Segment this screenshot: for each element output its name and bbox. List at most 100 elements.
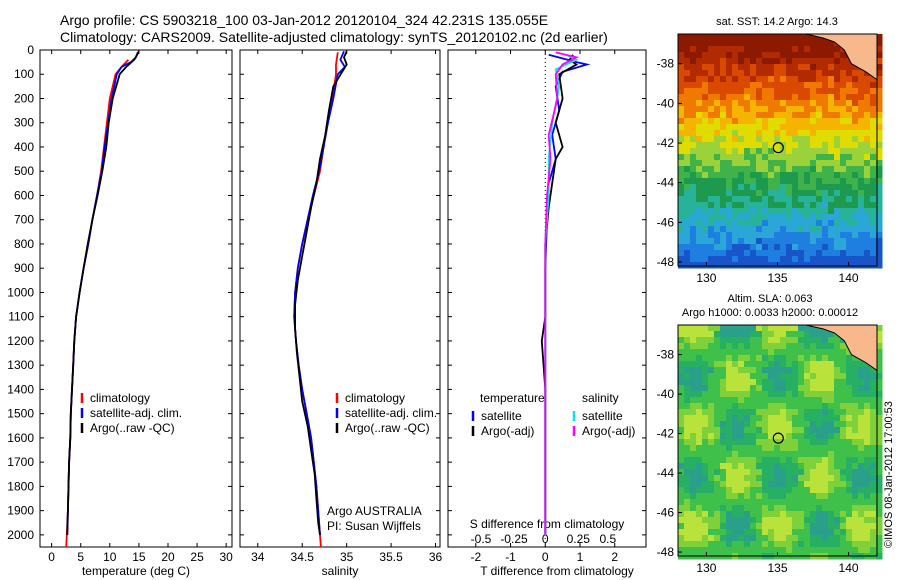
sla_map-cell (744, 325, 751, 332)
sla_map-cell (858, 433, 865, 440)
sla_map-cell (834, 517, 841, 524)
sla_map-cell (852, 493, 859, 500)
sst_map-cell (708, 202, 715, 209)
sla_map-cell (804, 337, 811, 344)
sla_map-cell (876, 511, 883, 518)
sst_map-cell (690, 112, 697, 119)
sst_map-cell (750, 88, 757, 95)
sla_map-cell (768, 523, 775, 530)
sla_map-cell (822, 439, 829, 446)
sst_map-cell (678, 190, 685, 197)
sst_map-cell (720, 40, 727, 47)
sla_map-cell (786, 409, 793, 416)
sla_map-cell (762, 397, 769, 404)
sst_map-cell (780, 106, 787, 113)
sla_map-cell (876, 337, 883, 344)
sst_map-cell (714, 82, 721, 89)
sla_map-cell (702, 493, 709, 500)
sla_map-cell (732, 385, 739, 392)
depth-tick-label: 1600 (7, 431, 34, 445)
sst_map-cell (876, 238, 883, 245)
sst_map-cell (762, 94, 769, 101)
sla_map-cell (846, 439, 853, 446)
depth-tick-label: 1000 (7, 285, 34, 299)
sla_map-cell (750, 487, 757, 494)
sst_map-cell (744, 238, 751, 245)
sla_map-cell (804, 523, 811, 530)
sst_map-cell (738, 250, 745, 257)
sst_map-cell (828, 64, 835, 71)
sla_map-cell (684, 409, 691, 416)
sla_map-cell (714, 469, 721, 476)
sla_map-cell (708, 487, 715, 494)
sst_map-cell (696, 232, 703, 239)
sst_map-cell (684, 196, 691, 203)
sst_map-cell (828, 190, 835, 197)
sst_map-cell (708, 46, 715, 53)
sla_map-cell (846, 547, 853, 554)
sst_map-cell (702, 124, 709, 131)
sla_map-cell (864, 529, 871, 536)
sla_map-cell (876, 463, 883, 470)
sla_map-cell (822, 343, 829, 350)
sla_map-cell (720, 325, 727, 332)
difference-series-line (544, 51, 580, 535)
sst_map-cell (876, 46, 883, 53)
temperature-xtick-label: 15 (132, 550, 146, 564)
sst_map-cell (774, 70, 781, 77)
sst_map-cell (780, 118, 787, 125)
sst_map-cell (756, 58, 763, 65)
sla_map-cell (774, 391, 781, 398)
sst_map-cell (714, 178, 721, 185)
sla_map-cell (780, 499, 787, 506)
sst_map-cell (726, 34, 733, 41)
sla_map-cell (780, 535, 787, 542)
sla_map-cell (852, 547, 859, 554)
sst_map-cell (708, 172, 715, 179)
sst_map-cell (780, 34, 787, 41)
sst_map-cell (852, 142, 859, 149)
sla_map-cell (744, 481, 751, 488)
sst_map-cell (684, 64, 691, 71)
sst_map-cell (840, 70, 847, 77)
sla_map-cell (750, 517, 757, 524)
sst_map-cell (726, 160, 733, 167)
sst_map-cell (774, 250, 781, 257)
sla_map-cell (822, 517, 829, 524)
sst_map-cell (684, 226, 691, 233)
sla_map-cell (744, 523, 751, 530)
sla_map-cell (798, 337, 805, 344)
sla_map-cell (870, 499, 877, 506)
sla_map-cell (858, 415, 865, 422)
sla_map-cell (702, 403, 709, 410)
sst_map-cell (876, 148, 883, 155)
sst_map-cell (846, 190, 853, 197)
sla_map-cell (768, 349, 775, 356)
sst_map-cell (834, 262, 841, 269)
sla_map-cell (678, 349, 685, 356)
sla_map-cell (822, 493, 829, 500)
header-line-1: Argo profile: CS 5903218_100 03-Jan-2012… (60, 12, 549, 28)
sst_map-cell (840, 226, 847, 233)
sst_map-cell (708, 130, 715, 137)
sst_map-cell (696, 34, 703, 41)
sla_map-cell (810, 475, 817, 482)
sst_map-cell (810, 220, 817, 227)
sst_map-cell (810, 130, 817, 137)
sst_map-cell (714, 202, 721, 209)
sla_map-cell (720, 427, 727, 434)
sla_map-cell (684, 475, 691, 482)
sla_map-cell (756, 433, 763, 440)
sla_map-cell (792, 505, 799, 512)
sla_map-cell (720, 439, 727, 446)
sla_map-cell (678, 475, 685, 482)
sst_map-cell (780, 166, 787, 173)
sla_map-cell (750, 379, 757, 386)
sst_map-cell (870, 160, 877, 167)
sst_map-cell (738, 118, 745, 125)
sla_map-cell (750, 349, 757, 356)
sla_map-cell (732, 325, 739, 332)
sst_map-cell (804, 208, 811, 215)
sla_map-cell (726, 331, 733, 338)
sla_map-cell (840, 409, 847, 416)
